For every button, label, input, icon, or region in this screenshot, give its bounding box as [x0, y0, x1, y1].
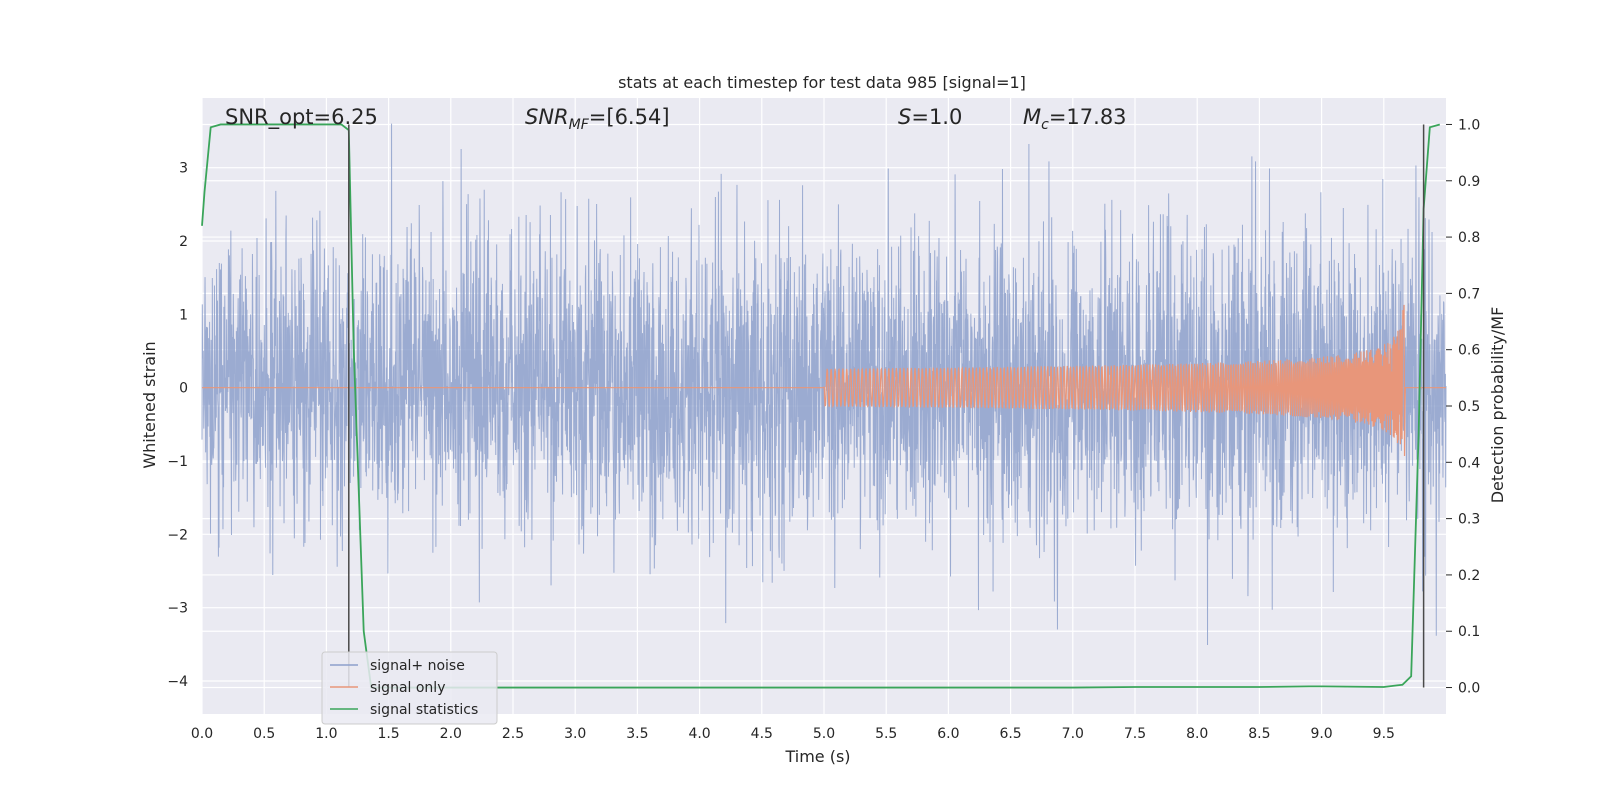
annotation-s-name: S — [898, 105, 911, 129]
legend-label-signal-only: signal only — [370, 680, 445, 696]
annotation-snr-mf: SNRMF=[6.54] — [525, 105, 670, 133]
x-tick-label: 3.5 — [626, 726, 648, 742]
legend-frame — [321, 651, 498, 725]
legend-label-signal-statistics: signal statistics — [370, 702, 478, 718]
annotation-snr-opt: SNR_opt=6.25 — [225, 105, 378, 130]
x-tick-label: 0.0 — [191, 726, 213, 742]
x-tick-label: 9.5 — [1373, 726, 1395, 742]
y-right-tick-label: 0.9 — [1458, 174, 1480, 190]
y-axis-label: Whitened strain — [140, 341, 159, 468]
annotation-mc: Mc=17.83 — [1023, 105, 1127, 133]
series-signal-statistics — [201, 123, 1441, 689]
x-tick-label: 3.0 — [564, 726, 586, 742]
x-tick-label: 6.5 — [999, 726, 1021, 742]
x-tick-label: 8.5 — [1248, 726, 1270, 742]
x-tick-label: 1.5 — [377, 726, 399, 742]
x-axis-label: Time (s) — [784, 747, 850, 766]
annotation-s-value: =1.0 — [911, 105, 962, 129]
y-tick-label: −3 — [167, 601, 188, 617]
annotation-mc-value: =17.83 — [1049, 105, 1127, 129]
annotation-mc-sub: c — [1041, 117, 1049, 133]
x-tick-label: 7.5 — [1124, 726, 1146, 742]
x-tick-label: 5.0 — [813, 726, 835, 742]
y-right-tick-label: 0.6 — [1458, 343, 1480, 359]
y-right-tick-label: 0.4 — [1458, 455, 1480, 471]
y-right-tick-label: 1.0 — [1458, 117, 1480, 133]
x-tick-label: 7.0 — [1062, 726, 1084, 742]
x-tick-label: 4.0 — [688, 726, 710, 742]
annotation-mc-name: M — [1023, 105, 1041, 129]
annotation-s: S=1.0 — [898, 105, 962, 129]
y-right-tick-label: 0.1 — [1458, 624, 1480, 640]
x-tick-label: 5.5 — [875, 726, 897, 742]
y-right-tick-label: 0.5 — [1458, 399, 1480, 415]
legend-label-signal-noise: signal+ noise — [370, 658, 465, 674]
signal-trace — [202, 304, 1446, 456]
x-tick-label: 4.5 — [751, 726, 773, 742]
y-tick-label: −2 — [167, 527, 188, 543]
x-axis-ticks: 0.0 0.5 1.0 1.5 2.0 2.5 3.0 3.5 4.0 4.5 5.0 5.5 6.0 6… — [191, 726, 1395, 742]
annotation-snr-mf-name: SNR — [525, 105, 569, 129]
noise-trace — [201, 123, 1447, 646]
y-axis-ticks: 3 2 1 0 −1 −2 −3 −4 — [167, 161, 188, 690]
x-tick-label: 2.0 — [440, 726, 462, 742]
statistics-trace — [201, 123, 1441, 689]
y-right-tick-label: 0.2 — [1458, 568, 1480, 584]
vertical-lines — [348, 124, 1425, 688]
y-tick-label: −1 — [167, 454, 188, 470]
y-right-axis-ticks: 1.0 0.9 0.8 0.7 0.6 0.5 0.4 0.3 0.2 0.1 0.0 — [1446, 117, 1480, 697]
y-right-axis-label: Detection probability/MF — [1488, 307, 1507, 504]
annotation-snr-mf-sub: MF — [569, 117, 590, 133]
y-right-tick-label: 0.7 — [1458, 286, 1480, 302]
y-tick-label: −4 — [167, 674, 188, 690]
y-tick-label: 1 — [179, 307, 188, 323]
x-tick-label: 2.5 — [502, 726, 524, 742]
x-tick-label: 9.0 — [1310, 726, 1332, 742]
series-signal-noise — [201, 123, 1447, 646]
legend: signal+ noise signal only signal statist… — [321, 651, 498, 725]
y-right-tick-label: 0.0 — [1458, 681, 1480, 697]
x-tick-label: 8.0 — [1186, 726, 1208, 742]
x-tick-label: 1.0 — [315, 726, 337, 742]
y-right-tick-label: 0.3 — [1458, 512, 1480, 528]
annotation-snr-mf-value: =[6.54] — [589, 105, 670, 129]
series-signal-only — [202, 304, 1446, 456]
x-tick-label: 6.0 — [937, 726, 959, 742]
y-tick-label: 3 — [179, 161, 188, 177]
y-tick-label: 0 — [179, 381, 188, 397]
x-tick-label: 0.5 — [253, 726, 275, 742]
y-tick-label: 2 — [179, 234, 188, 250]
y-right-tick-label: 0.8 — [1458, 230, 1480, 246]
chart-title: stats at each timestep for test data 985… — [618, 73, 1026, 92]
